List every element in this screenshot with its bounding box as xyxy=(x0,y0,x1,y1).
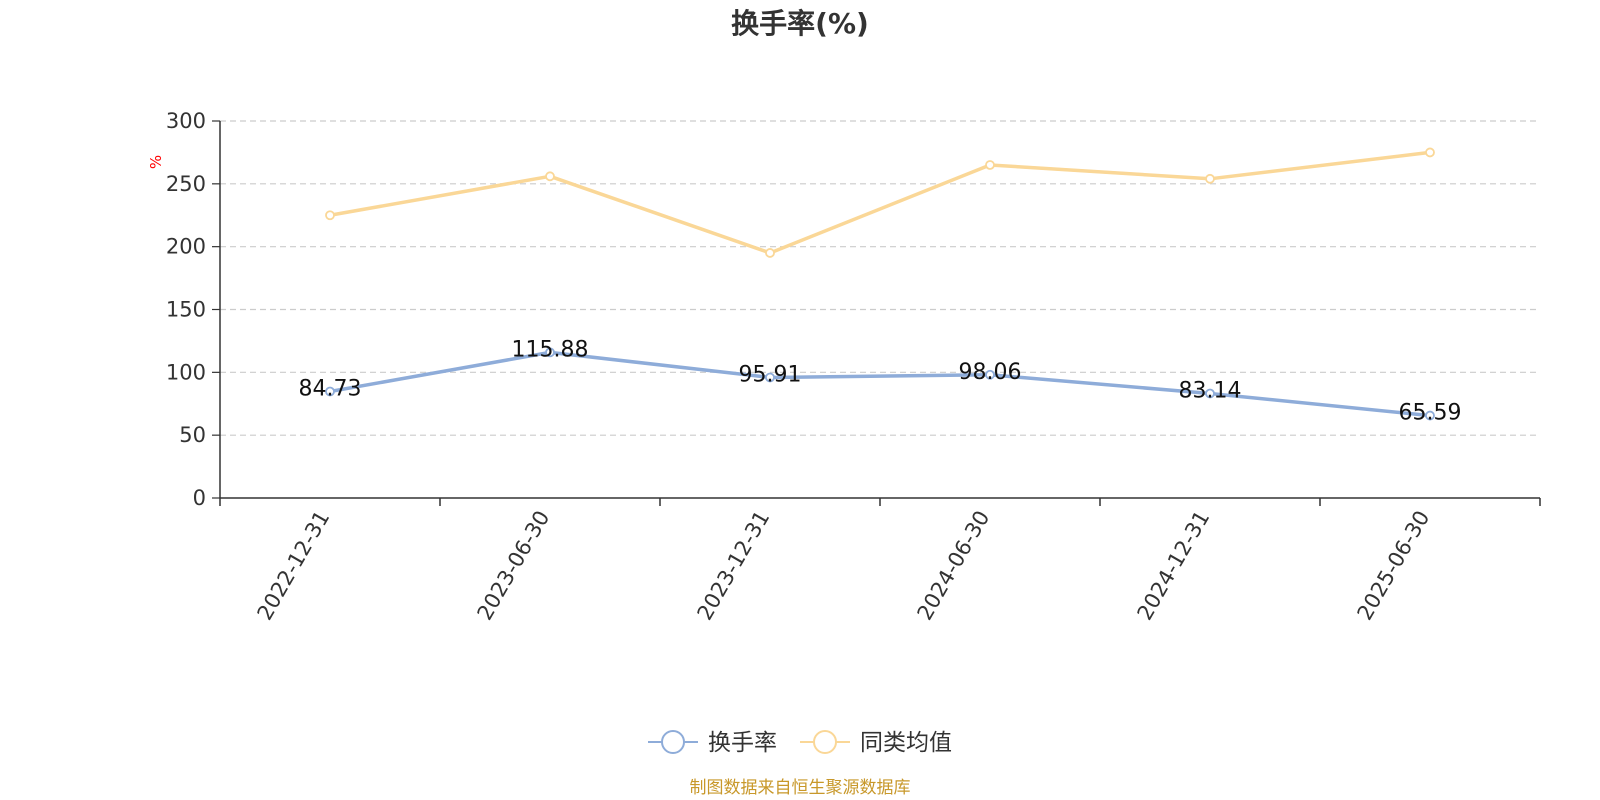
chart-title: 换手率(%) xyxy=(731,7,869,40)
data-point xyxy=(765,248,775,258)
legend-marker-icon xyxy=(813,730,837,754)
y-tick-label: 300 xyxy=(166,109,206,133)
series-line-1 xyxy=(329,150,1431,255)
legend-label: 换手率 xyxy=(708,730,777,756)
data-point xyxy=(985,369,995,380)
x-tick-label: 2023-06-30 xyxy=(473,507,555,625)
y-tick-label: 0 xyxy=(193,486,206,510)
data-point xyxy=(1425,147,1435,158)
data-point xyxy=(765,372,775,383)
x-tick-label: 2022-12-31 xyxy=(253,507,335,625)
data-point xyxy=(985,160,995,170)
data-label: 84.73 xyxy=(299,377,362,402)
data-point xyxy=(1205,173,1215,184)
data-point xyxy=(1425,410,1435,421)
data-label: 83.14 xyxy=(1179,379,1242,404)
y-tick-label: 200 xyxy=(166,235,206,259)
legend-marker-icon xyxy=(661,730,685,754)
y-tick-label: 100 xyxy=(166,360,206,384)
x-tick-label: 2025-06-30 xyxy=(1353,507,1435,625)
source-note: 制图数据来自恒生聚源数据库 xyxy=(690,778,911,798)
legend-label: 同类均值 xyxy=(860,730,952,756)
axes: 0 50 100 150 200 250 300 2022-12-31 2023-06-30 20… xyxy=(166,109,1541,625)
x-tick-label: 2024-06-30 xyxy=(913,507,995,625)
y-tick-label: 150 xyxy=(166,298,206,322)
x-tick-label: 2023-12-31 xyxy=(693,507,775,625)
data-label: 95.91 xyxy=(739,362,802,387)
x-tick-label: 2024-12-31 xyxy=(1133,507,1215,625)
data-label: 115.88 xyxy=(512,337,589,362)
series-line-0 xyxy=(329,350,1431,418)
grid-lines xyxy=(220,120,1540,436)
data-point xyxy=(325,386,335,397)
data-label: 98.06 xyxy=(959,360,1022,385)
legend-item-1[interactable]: 同类均值 xyxy=(800,730,952,756)
legend-item-0[interactable]: 换手率 xyxy=(648,730,777,756)
y-tick-label: 50 xyxy=(179,423,206,447)
series-lines xyxy=(325,147,1435,421)
data-label: 65.59 xyxy=(1399,401,1462,426)
y-tick-label: 250 xyxy=(166,172,206,196)
data-point xyxy=(1205,388,1215,399)
data-point xyxy=(325,210,335,221)
data-point xyxy=(545,171,555,182)
data-labels: 84.73 115.88 95.91 98.06 83.14 65.59 xyxy=(299,337,1462,425)
y-axis-unit: % xyxy=(147,155,165,169)
data-point xyxy=(545,347,555,358)
legend[interactable]: 换手率 同类均值 xyxy=(648,730,952,756)
